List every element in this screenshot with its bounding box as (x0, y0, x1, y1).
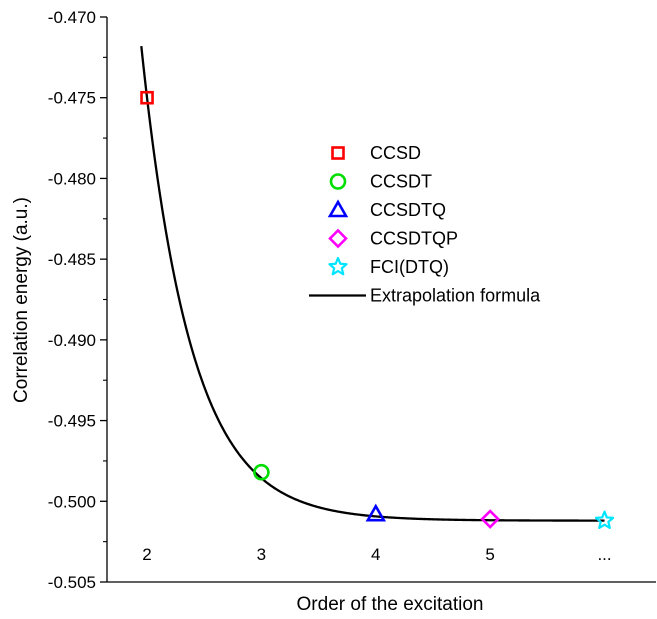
legend-label: CCSDTQP (370, 229, 458, 249)
extrapolation-curve-group (140, 46, 605, 522)
data-markers (140, 90, 615, 530)
y-tick-label: -0.500 (48, 492, 96, 511)
x-tick-label: 4 (371, 545, 380, 564)
y-tick-label: -0.475 (48, 89, 96, 108)
legend-label: FCI(DTQ) (370, 257, 449, 277)
legend: CCSD CCSDT CCSDTQ CCSDTQP FCI(DTQ) Extrapolat… (309, 143, 541, 306)
y-tick-label: -0.470 (48, 8, 96, 27)
point-ccsdtqp (480, 509, 500, 529)
legend-marker-ccsdtq (327, 199, 349, 218)
legend-label: CCSDT (370, 172, 432, 192)
legend-marker-fci-dtq- (328, 256, 348, 276)
y-tick-label: -0.485 (48, 250, 96, 269)
point-fci-dtq- (594, 510, 615, 530)
legend-marker-ccsd (331, 146, 345, 160)
legend-marker-ccsdtqp (328, 228, 348, 249)
extrapolation-curve (140, 46, 605, 522)
y-tick-label: -0.490 (48, 331, 96, 350)
y-axis: -0.470 -0.475 -0.480 -0.485 -0.490 -0.495 -0.5… (48, 8, 107, 592)
x-tick-label: 5 (485, 545, 494, 564)
point-ccsd (140, 90, 154, 105)
y-tick-label: -0.505 (48, 573, 96, 592)
y-axis-title: Correlation energy (a.u.) (11, 197, 32, 403)
x-tick-label: ... (597, 545, 611, 564)
x-tick-label: 2 (142, 545, 151, 564)
y-tick-label: -0.480 (48, 169, 96, 188)
legend-marker-ccsdt (329, 173, 347, 190)
y-tick-label: -0.495 (48, 412, 96, 431)
x-tick-label: 3 (257, 545, 266, 564)
x-axis-title: Order of the excitation (297, 594, 484, 615)
point-ccsdt (253, 463, 270, 481)
legend-label: CCSD (370, 143, 421, 163)
legend-label: CCSDTQ (370, 200, 446, 220)
point-ccsdtq (365, 503, 387, 522)
legend-label: Extrapolation formula (370, 286, 541, 306)
